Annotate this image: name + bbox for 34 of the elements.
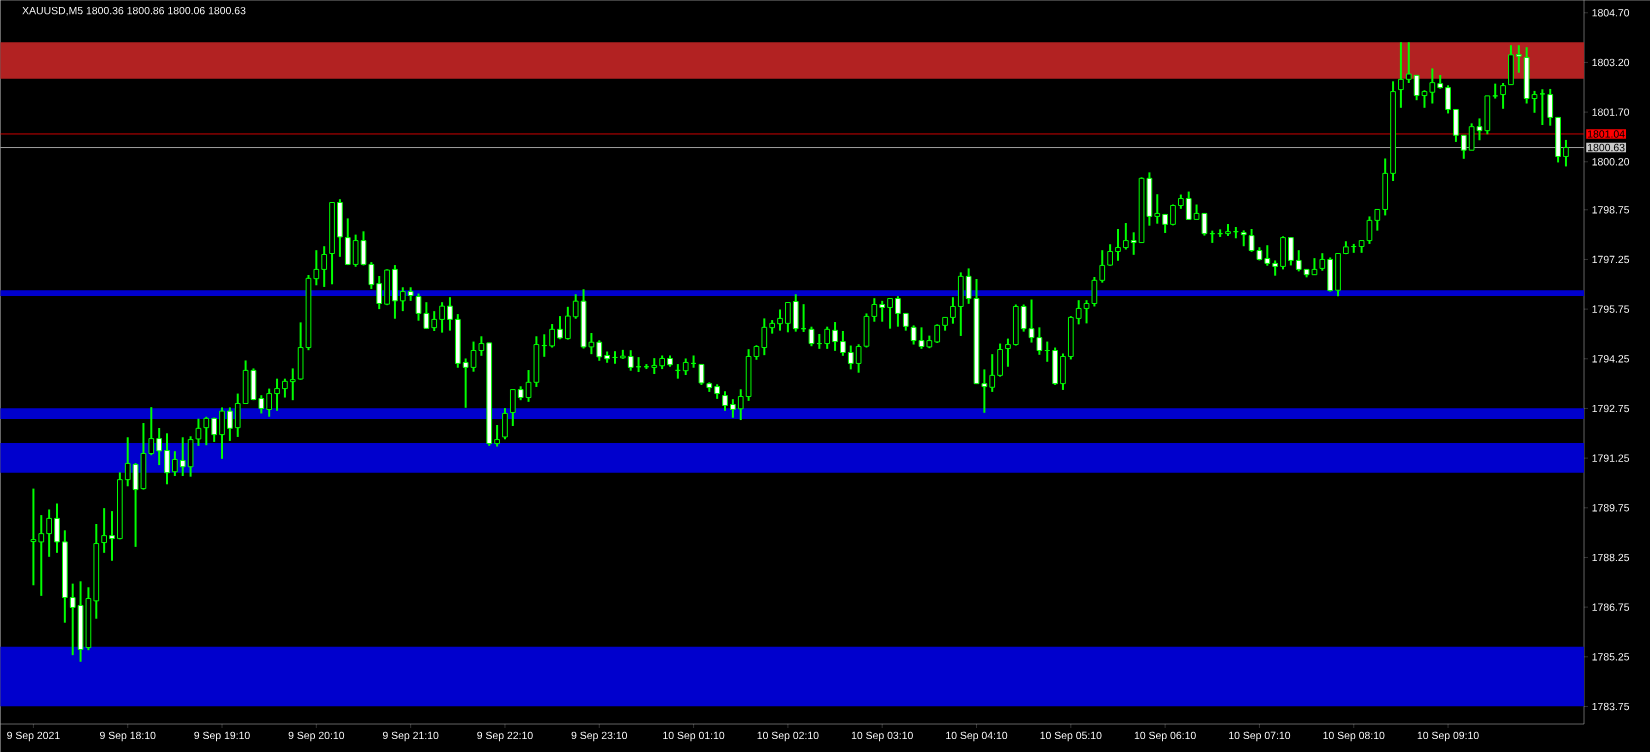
x-tick-label: 10 Sep 03:10 xyxy=(851,731,913,742)
x-tick-label: 10 Sep 02:10 xyxy=(757,731,819,742)
y-tick-label: 1789.75 xyxy=(1592,504,1630,512)
y-tick-label: 1803.20 xyxy=(1592,58,1630,67)
y-tick-label: 1791.25 xyxy=(1592,454,1630,462)
x-tick-label: 9 Sep 2021 xyxy=(7,731,60,742)
y-tick-label: 1783.75 xyxy=(1592,702,1630,711)
ref-line-label: 1800.63 xyxy=(1588,143,1625,152)
x-tick-label: 9 Sep 23:10 xyxy=(571,731,628,742)
x-tick-label: 9 Sep 18:10 xyxy=(100,731,156,742)
text: XAUUSD,M5 1800.36 1800.86 1800.06 1800.63 xyxy=(22,6,246,16)
y-tick-label: 1792.75 xyxy=(1592,404,1630,413)
x-tick-label: 10 Sep 07:10 xyxy=(1229,731,1291,742)
y-tick-label: 1794.25 xyxy=(1592,355,1630,363)
y-tick-label: 1798.75 xyxy=(1592,206,1630,214)
x-tick-label: 10 Sep 06:10 xyxy=(1134,731,1196,742)
x-tick-label: 10 Sep 04:10 xyxy=(946,731,1008,742)
x-tick-label: 10 Sep 08:10 xyxy=(1323,731,1385,742)
x-tick-label: 9 Sep 19:10 xyxy=(194,731,250,742)
y-tick-label: 1785.25 xyxy=(1592,653,1630,661)
y-tick-label: 1797.25 xyxy=(1592,255,1630,264)
y-tick-label: 1795.75 xyxy=(1592,305,1630,313)
y-tick-label: 1788.25 xyxy=(1592,553,1630,562)
ref-line-label: 1801.04 xyxy=(1588,130,1625,138)
x-tick-label: 9 Sep 21:10 xyxy=(382,731,439,742)
y-tick-label: 1800.20 xyxy=(1592,158,1630,166)
x-tick-label: 9 Sep 20:10 xyxy=(288,731,345,742)
x-tick-label: 10 Sep 05:10 xyxy=(1040,731,1102,742)
x-tick-label: 10 Sep 01:10 xyxy=(663,731,725,742)
x-tick-label: 9 Sep 22:10 xyxy=(477,731,533,742)
y-tick-label: 1786.75 xyxy=(1592,603,1630,611)
y-tick-label: 1804.70 xyxy=(1592,9,1630,17)
x-tick-label: 10 Sep 09:10 xyxy=(1417,731,1479,742)
y-tick-label: 1801.70 xyxy=(1592,108,1630,116)
